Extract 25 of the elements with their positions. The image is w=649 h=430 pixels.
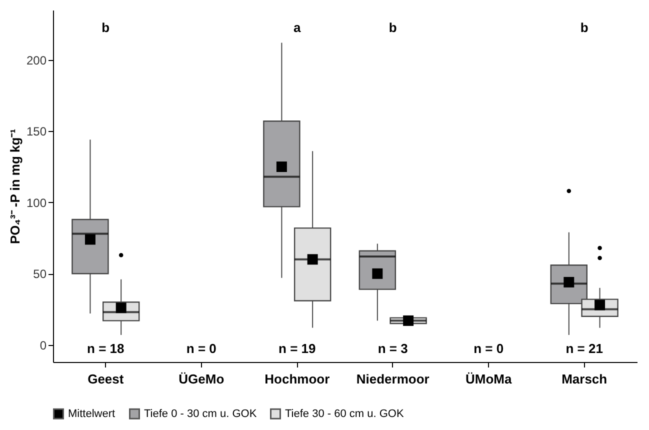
x-tick-label: Niedermoor	[356, 372, 430, 386]
y-axis-title: PO₄³⁻ -P in mg kg⁻¹	[7, 128, 22, 244]
y-tick-label: 200	[26, 53, 47, 68]
annotation: n = 0	[186, 341, 216, 356]
annotation: n = 3	[378, 341, 408, 356]
annotation: n = 18	[87, 341, 124, 356]
annotation: n = 0	[474, 341, 504, 356]
annotation: n = 21	[566, 341, 603, 356]
annotation: b	[388, 20, 397, 35]
y-tick-label: 0	[40, 338, 47, 352]
y-tick-label: 50	[33, 267, 47, 282]
annotation: b	[102, 20, 110, 35]
x-tick-label: Geest	[88, 372, 124, 386]
y-tick-label: 100	[26, 196, 47, 210]
x-tick-label: Hochmoor	[264, 372, 330, 386]
x-tick-label: Marsch	[562, 372, 608, 386]
y-tick-label: 150	[26, 124, 47, 139]
annotation: n = 19	[278, 341, 316, 356]
legend-label: Tiefe 30 - 60 cm u. GOK	[285, 408, 404, 420]
annotation: b	[580, 20, 588, 35]
x-tick-label: ÜMoMa	[465, 372, 512, 386]
x-tick-label: ÜGeMo	[178, 372, 224, 386]
annotation: a	[294, 20, 302, 35]
legend-label: Mittelwert	[68, 408, 116, 420]
legend-label: Tiefe 0 - 30 cm u. GOK	[144, 408, 258, 420]
